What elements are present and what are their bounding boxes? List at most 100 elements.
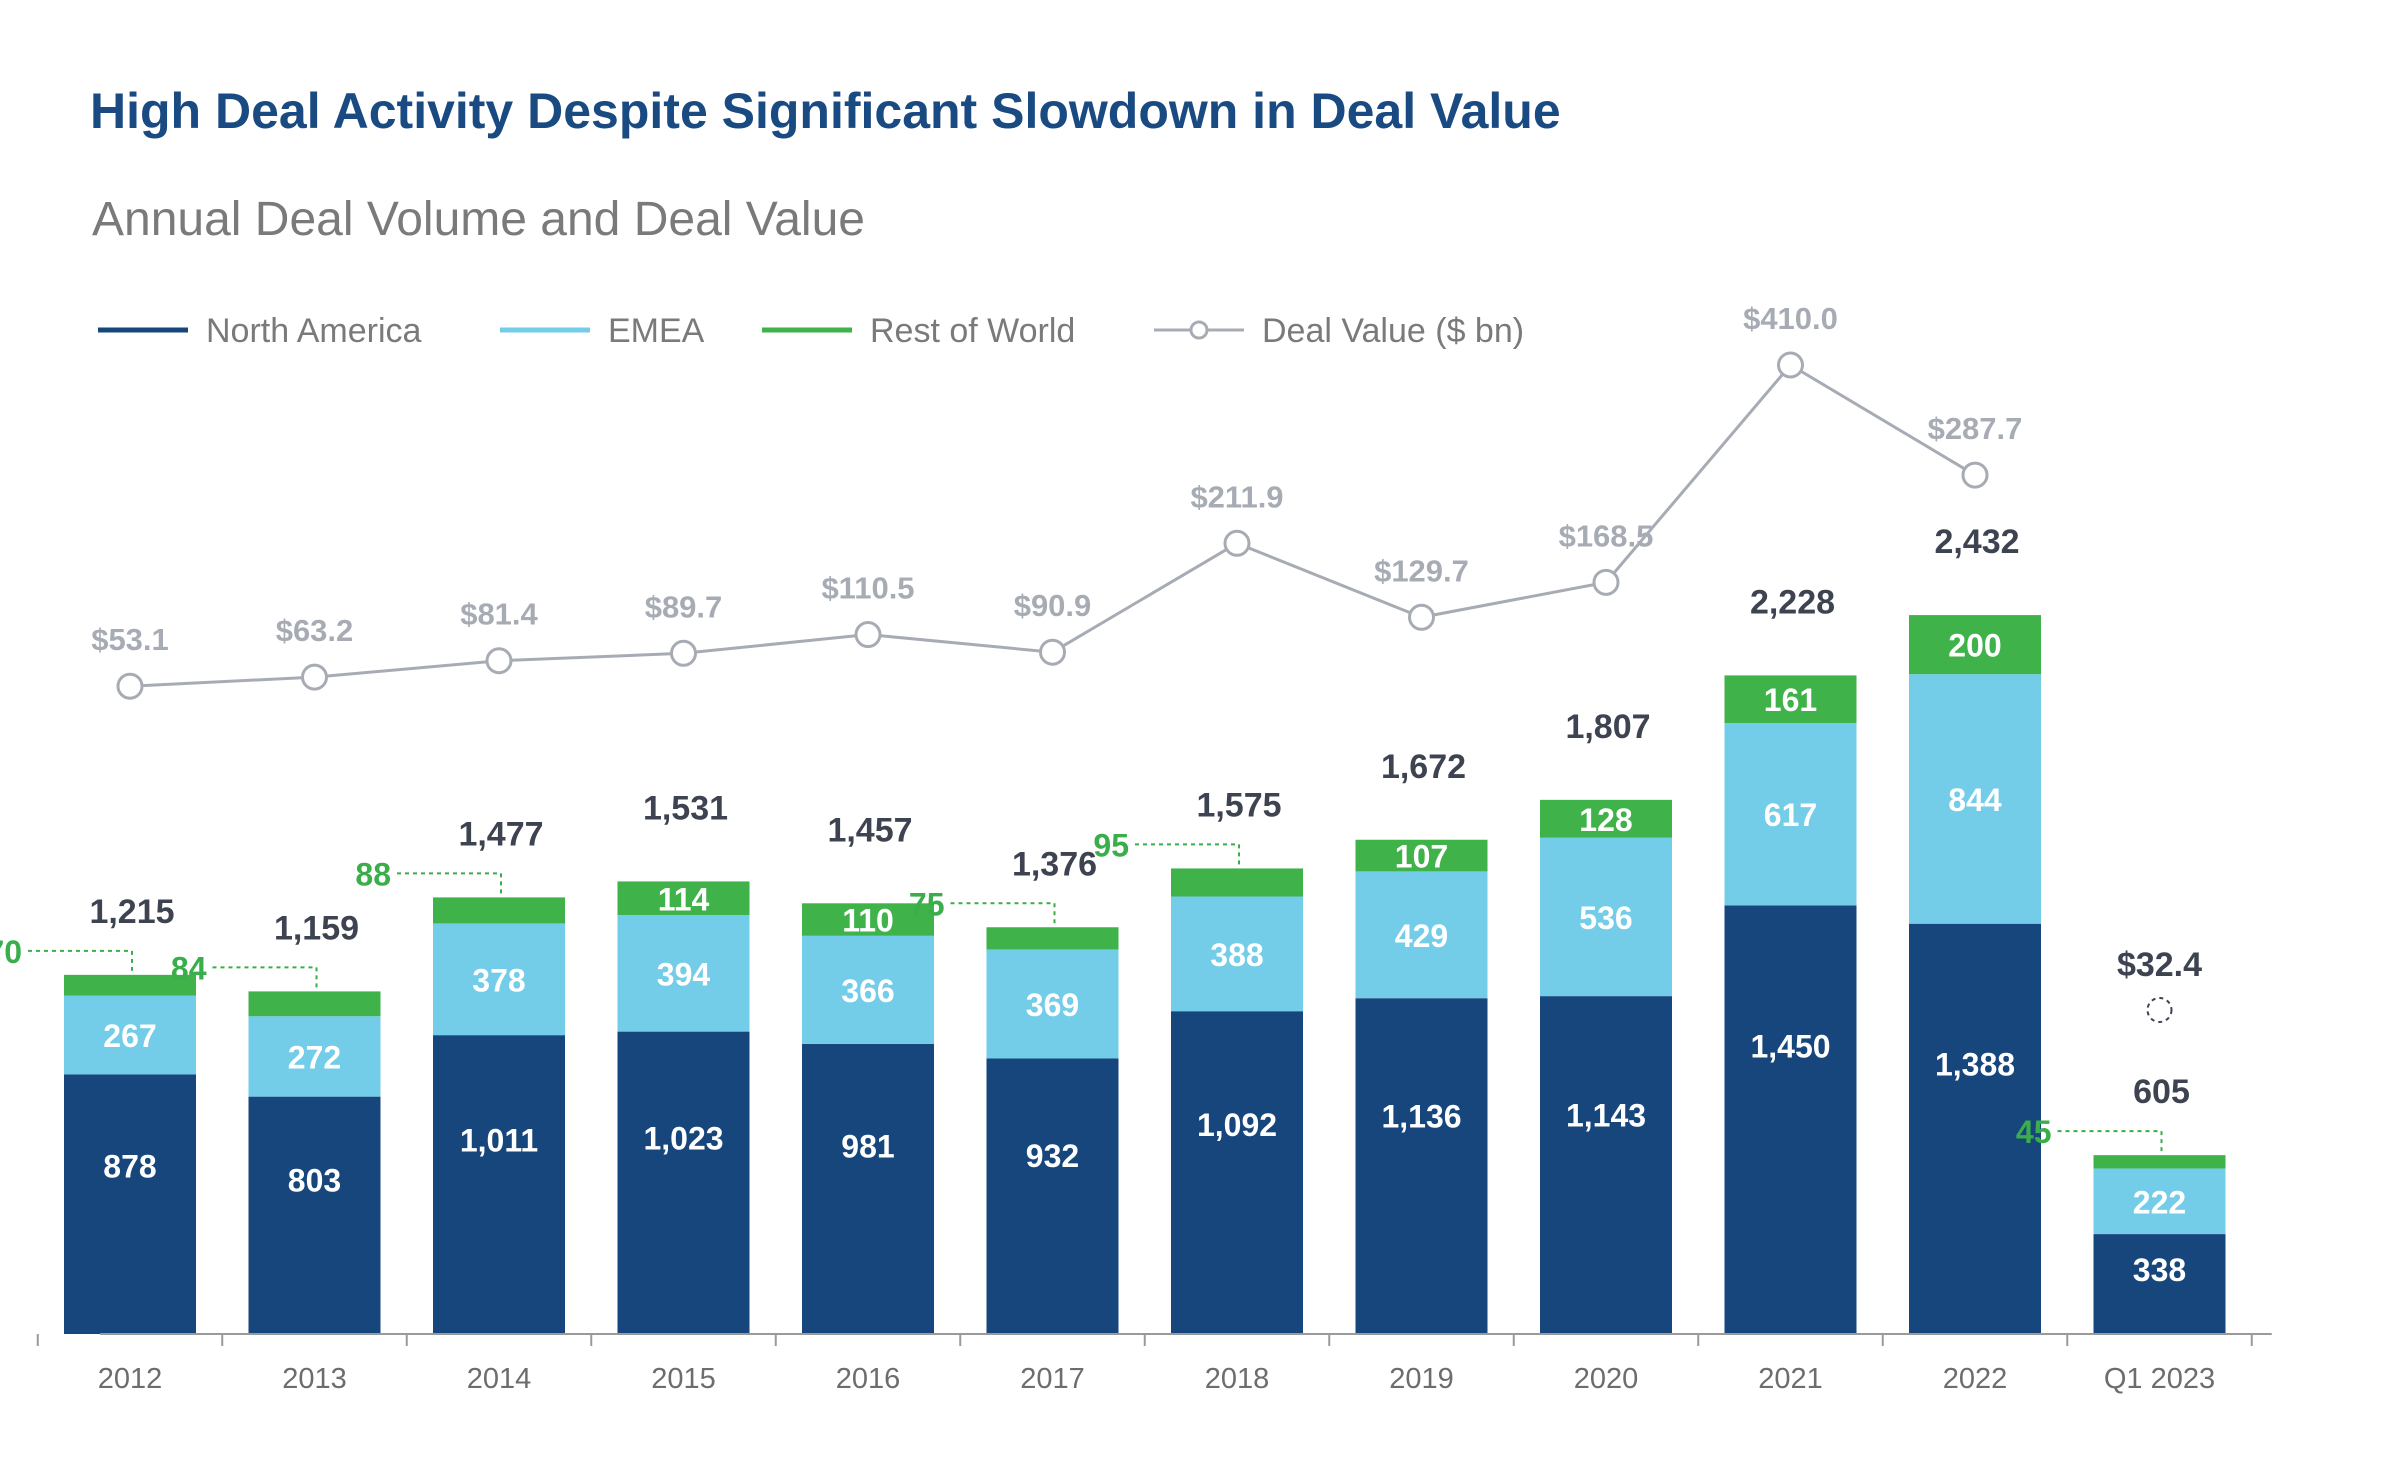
tick-label-2020: 2020 bbox=[1574, 1363, 1639, 1395]
bar-emea-2016 bbox=[802, 935, 934, 1045]
total-label-2021: 2,228 bbox=[1750, 583, 1835, 621]
total-label-2022: 2,432 bbox=[1934, 523, 2019, 561]
deal-value-marker-2019 bbox=[1408, 603, 1435, 631]
bar-north-america-2013 bbox=[248, 1096, 381, 1334]
bar-north-america-2015 bbox=[617, 1031, 750, 1334]
chart-title: High Deal Activity Despite Significant S… bbox=[90, 83, 1561, 139]
deal-value-label-2021: $410.0 bbox=[1743, 301, 1838, 336]
bars: 878 267 70 1,215 803 272 84 1,159 1,011 378 88 1,47… bbox=[0, 523, 2226, 1334]
callout-rest-of-world-q1-2023 bbox=[2057, 1130, 2163, 1156]
deal-value-label-2019: $129.7 bbox=[1374, 553, 1469, 588]
tick-label-2015: 2015 bbox=[651, 1363, 716, 1395]
bar-north-america-2017 bbox=[986, 1058, 1119, 1334]
deal-value-label-2012: $53.1 bbox=[91, 622, 169, 657]
total-label-2018: 1,575 bbox=[1196, 786, 1281, 824]
legend-label-rest-of-world: Rest of World bbox=[870, 312, 1075, 350]
label-emea-2021: 617 bbox=[1764, 797, 1817, 833]
x-axis: 2012 2013 2014 2015 2016 2017 2018 2019 2020 2021… bbox=[36, 1333, 2272, 1395]
tick-label-2018: 2018 bbox=[1205, 1363, 1270, 1395]
label-emea-q1-2023: 222 bbox=[2133, 1184, 2186, 1220]
label-rest-of-world-2012: 70 bbox=[0, 934, 22, 970]
bar-north-america-2019 bbox=[1355, 998, 1488, 1334]
callout-rest-of-world-2013 bbox=[212, 966, 318, 992]
tick-label-2016: 2016 bbox=[836, 1363, 901, 1395]
label-emea-2018: 388 bbox=[1210, 937, 1263, 973]
bar-emea-q1-2023 bbox=[2093, 1168, 2226, 1235]
label-north-america-2017: 932 bbox=[1026, 1138, 1079, 1174]
label-rest-of-world-2013: 84 bbox=[171, 950, 207, 986]
total-label-2017: 1,376 bbox=[1012, 845, 1097, 883]
bar-north-america-2022 bbox=[1909, 923, 2041, 1334]
label-rest-of-world-2014: 88 bbox=[355, 856, 391, 892]
deal-value-line: $53.1 $63.2 $81.4 $89.7 $110.5 $90.9 $211.9 $12… bbox=[91, 301, 2202, 1023]
label-north-america-2021: 1,450 bbox=[1750, 1028, 1830, 1064]
bar-north-america-2021 bbox=[1724, 905, 1857, 1334]
label-rest-of-world-2021: 161 bbox=[1764, 682, 1817, 718]
bar-emea-2014 bbox=[433, 923, 565, 1036]
deal-value-label-2013: $63.2 bbox=[276, 613, 354, 648]
deal-value-polyline bbox=[129, 363, 1976, 688]
label-emea-2015: 394 bbox=[657, 956, 711, 992]
legend-label-deal-value: Deal Value ($ bn) bbox=[1262, 312, 1524, 350]
tick-label-q1-2023: Q1 2023 bbox=[2104, 1363, 2215, 1395]
bar-rest-of-world-2022 bbox=[1909, 615, 2041, 675]
chart-subtitle: Annual Deal Volume and Deal Value bbox=[92, 193, 865, 246]
bar-emea-2021 bbox=[1724, 722, 1857, 906]
bar-emea-2019 bbox=[1355, 871, 1488, 999]
deal-value-marker-2014 bbox=[485, 647, 513, 675]
tick-label-2017: 2017 bbox=[1020, 1363, 1085, 1395]
tick-label-2022: 2022 bbox=[1943, 1363, 2008, 1395]
bar-rest-of-world-2014 bbox=[433, 897, 565, 924]
label-emea-2012: 267 bbox=[103, 1018, 156, 1054]
deal-value-label-2022: $287.7 bbox=[1928, 411, 2023, 446]
callout-rest-of-world-2012 bbox=[28, 949, 133, 975]
deal-value-label-2017: $90.9 bbox=[1014, 588, 1092, 623]
label-north-america-2012: 878 bbox=[103, 1148, 156, 1184]
tick-label-2019: 2019 bbox=[1389, 1363, 1454, 1395]
tick-label-2012: 2012 bbox=[98, 1363, 163, 1395]
bar-north-america-2020 bbox=[1540, 996, 1672, 1334]
deal-value-label-2016: $110.5 bbox=[821, 571, 914, 606]
bar-north-america-q1-2023 bbox=[2093, 1234, 2226, 1334]
bar-rest-of-world-2017 bbox=[986, 927, 1119, 950]
bar-north-america-2016 bbox=[802, 1044, 934, 1334]
label-rest-of-world-2019: 107 bbox=[1395, 839, 1448, 875]
deal-value-marker-2017 bbox=[1039, 638, 1066, 666]
total-label-2016: 1,457 bbox=[827, 811, 912, 849]
deal-value-marker-2020 bbox=[1592, 568, 1620, 596]
label-north-america-2019: 1,136 bbox=[1381, 1099, 1461, 1135]
legend-label-north-america: North America bbox=[206, 312, 421, 350]
tick-label-2014: 2014 bbox=[467, 1363, 532, 1395]
callout-rest-of-world-2017 bbox=[950, 902, 1056, 928]
deal-value-label-2018: $211.9 bbox=[1190, 479, 1283, 514]
bar-rest-of-world-2018 bbox=[1171, 868, 1303, 897]
label-rest-of-world-2018: 95 bbox=[1093, 827, 1129, 863]
callout-rest-of-world-2014 bbox=[397, 872, 502, 898]
deal-value-marker-2015 bbox=[670, 639, 697, 667]
total-label-2019: 1,672 bbox=[1381, 748, 1466, 786]
deal-value-marker-q1-2023 bbox=[2146, 997, 2173, 1023]
legend: North America EMEA Rest of World Deal Value… bbox=[98, 312, 1524, 350]
label-rest-of-world-2020: 128 bbox=[1579, 802, 1632, 838]
deal-value-marker-2018 bbox=[1223, 529, 1251, 557]
bar-rest-of-world-2016 bbox=[802, 903, 934, 936]
label-north-america-2015: 1,023 bbox=[643, 1120, 723, 1156]
label-rest-of-world-2015: 114 bbox=[658, 881, 710, 917]
deal-value-marker-2022 bbox=[1961, 461, 1989, 489]
label-north-america-2022: 1,388 bbox=[1935, 1047, 2015, 1083]
total-label-2013: 1,159 bbox=[274, 909, 359, 947]
label-north-america-q1-2023: 338 bbox=[2133, 1252, 2186, 1288]
bar-rest-of-world-2021 bbox=[1724, 675, 1857, 723]
label-emea-2016: 366 bbox=[841, 973, 894, 1009]
tick-label-2021: 2021 bbox=[1758, 1363, 1823, 1395]
bar-emea-2015 bbox=[617, 915, 750, 1032]
label-north-america-2018: 1,092 bbox=[1197, 1107, 1277, 1143]
legend-marker-deal-value bbox=[1189, 320, 1209, 340]
deal-value-label-q1-2023: $32.4 bbox=[2117, 946, 2202, 984]
total-label-2020: 1,807 bbox=[1565, 708, 1650, 746]
bar-emea-2018 bbox=[1171, 896, 1303, 1012]
deal-value-marker-2013 bbox=[301, 663, 328, 691]
deal-value-marker-2012 bbox=[116, 672, 144, 700]
label-emea-2014: 378 bbox=[472, 962, 525, 998]
